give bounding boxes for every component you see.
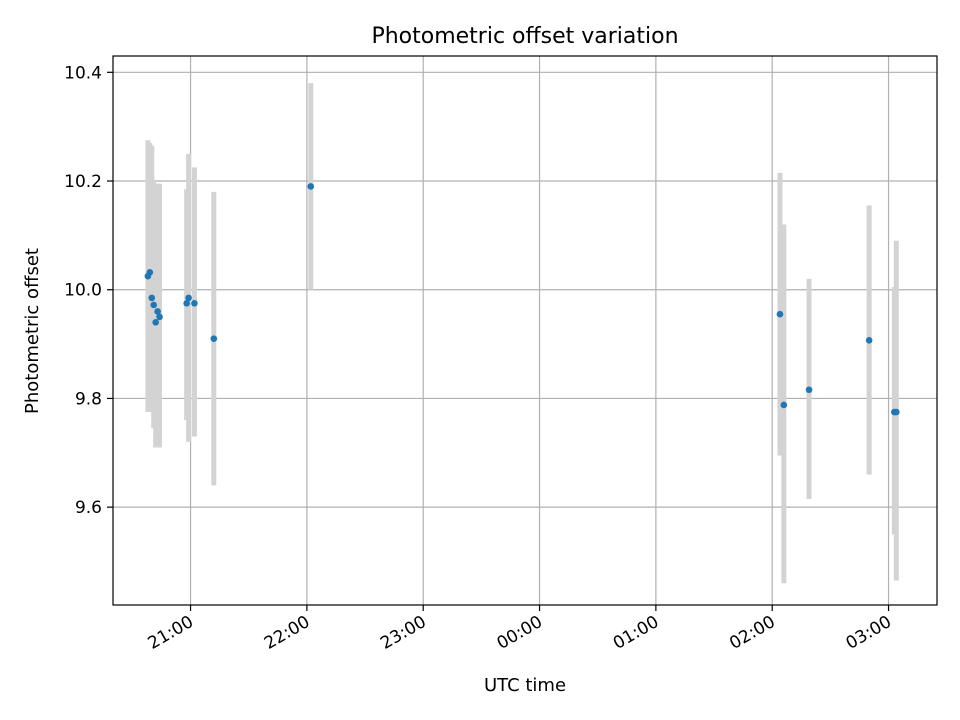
data-point	[776, 310, 784, 318]
data-point	[152, 319, 159, 326]
data-point	[185, 294, 192, 302]
data-point	[150, 301, 158, 309]
data-point	[148, 294, 156, 302]
data-point	[210, 335, 218, 342]
data-point	[780, 401, 788, 409]
x-axis: 21:00 22:00 23:00 00:00 01:00 02:00 03:00	[145, 605, 895, 654]
data-point	[307, 183, 315, 190]
data-point	[146, 269, 154, 276]
point-layer	[144, 183, 900, 416]
x-tick-label: 01:00	[610, 612, 662, 654]
y-tick-label: 10.2	[64, 172, 102, 192]
data-point	[156, 313, 163, 321]
x-tick-label: 23:00	[377, 612, 429, 654]
data-point	[154, 308, 161, 315]
data-point	[865, 336, 873, 344]
x-axis-label: UTC time	[484, 675, 566, 696]
data-point	[183, 300, 190, 307]
y-tick-label: 9.8	[75, 389, 102, 409]
plot-area-frame	[112, 55, 938, 606]
data-point	[191, 300, 198, 307]
y-tick-label: 10.4	[64, 63, 102, 83]
x-tick-label: 22:00	[261, 612, 313, 654]
data-point	[805, 386, 813, 394]
chart-title: Photometric offset variation	[371, 24, 678, 49]
y-tick-label: 9.6	[75, 498, 102, 518]
y-axis: 9.6 9.8 10.0 10.2 10.4	[64, 63, 113, 518]
x-tick-label: 21:00	[145, 612, 197, 654]
x-tick-label: 03:00	[843, 612, 895, 654]
y-axis-label: Photometric offset	[22, 248, 43, 414]
errorbar-layer	[145, 83, 899, 584]
data-point	[892, 408, 900, 416]
grid-layer	[113, 56, 937, 605]
x-tick-label: 02:00	[726, 612, 778, 654]
x-tick-label: 00:00	[494, 612, 546, 654]
y-tick-label: 10.0	[64, 281, 102, 301]
